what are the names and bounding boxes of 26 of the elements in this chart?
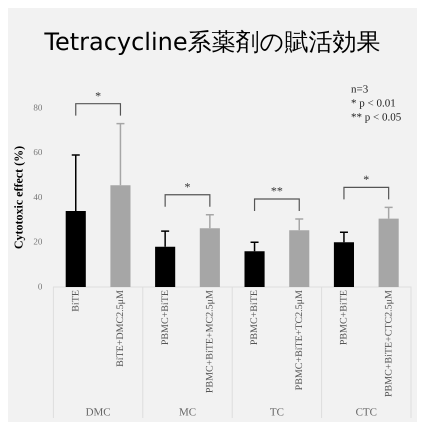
x-tick-label: PBMC+BiTE [160,290,171,346]
annotation: * [184,180,190,194]
text: * [95,88,102,103]
text: CTC [356,406,378,418]
y-tick-label: 0 [38,281,43,292]
x-tick-label: PBMC+BiTE [338,290,350,346]
text: TC [270,406,284,418]
annotation: * p < 0.01 [351,97,396,110]
x-tick-label: BiTE+DMC2.5μM [115,290,126,367]
x-tick-label: BiTE [70,290,82,312]
chart-title: Tetracycline系薬剤の賦活効果 [43,27,382,58]
y-tick-label: 60 [33,147,43,158]
text: DMC [86,406,111,418]
y-tick-label: 40 [33,192,43,202]
text: n=3 [351,83,369,96]
x-tick-label: PBMC+BiTE [249,290,260,346]
text: MC [178,406,196,418]
x-tick-label: PBMC+BiTE+CTC2.5μM [383,290,394,398]
annotation: ** [270,184,283,198]
annotation: ** p < 0.05 [351,111,402,124]
y-axis-title: Cytotoxic effect (%) [11,146,26,250]
x-tick-label: PBMC+BiTE+MC2.5μM [204,290,216,394]
x-tick-label: PBMC+BiTE+TC2.5μM [294,290,305,390]
annotation: * [363,172,370,187]
y-tick-label: 80 [33,102,43,112]
y-tick-label: 20 [33,236,43,247]
